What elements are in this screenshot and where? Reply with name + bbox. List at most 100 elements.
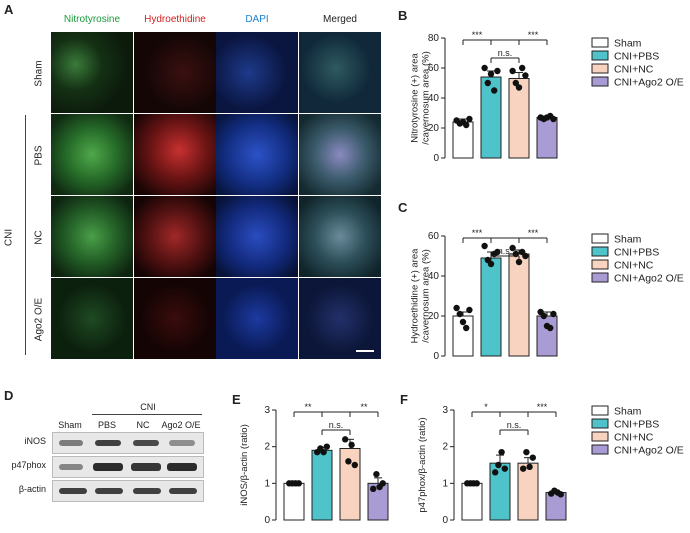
data-point [522, 252, 529, 260]
y-axis-title: p47phox/β-actin (ratio) [417, 417, 428, 512]
wb-label-beta-actin: β-actin [18, 484, 46, 494]
data-point [481, 64, 488, 72]
y-axis-title-line: /cavernosum area (%) [421, 249, 432, 342]
image-tile-pbs-hydroethidine [134, 114, 216, 195]
wb-band [133, 488, 161, 494]
data-point [509, 244, 516, 252]
data-point [487, 260, 495, 268]
significance-label: n.s. [507, 420, 522, 430]
legend-label: CNI+NC [614, 64, 654, 76]
wb-blot-inos [52, 432, 204, 454]
chart-nitrotyrosine-area: 0 20 40 60 80 Nitrotyrosine (+) area/cavernos… [410, 30, 684, 164]
bar-cni-pbs [311, 449, 333, 521]
data-point [519, 64, 526, 72]
bar-cni-ago2-o-e [367, 482, 389, 521]
data-point [550, 115, 557, 123]
wb-lane-sham: Sham [58, 420, 82, 430]
bar-cni-pbs [480, 76, 502, 159]
data-point [512, 79, 519, 87]
image-tile-sham-merged [299, 32, 381, 113]
wb-lane-nc: NC [136, 420, 150, 430]
panel-letter-a: A [4, 2, 14, 17]
wb-band [169, 488, 197, 494]
legend-label: Sham [614, 234, 642, 246]
y-axis-title-line: Hydroethidine (+) area [410, 248, 421, 344]
data-point [515, 258, 523, 266]
wb-band [93, 463, 123, 471]
y-tick-label: 60 [428, 231, 440, 242]
data-point [557, 491, 564, 498]
y-tick-label: 0 [433, 153, 439, 164]
bar-sham [283, 482, 305, 521]
image-tile-ago2-nitrotyrosine [51, 278, 133, 359]
image-tile-sham-nitrotyrosine [51, 32, 133, 113]
column-header-merged: Merged [323, 14, 357, 25]
y-tick-label: 60 [428, 63, 440, 74]
y-tick-label: 80 [428, 33, 440, 44]
wb-band [95, 440, 121, 446]
panel-letter-d: D [4, 388, 14, 403]
data-point [550, 310, 557, 318]
data-point [463, 324, 470, 332]
legend-swatch [591, 76, 609, 87]
data-point [515, 84, 523, 91]
legend-label: Sham [614, 38, 642, 50]
image-tile-ago2-dapi [216, 278, 298, 359]
data-point [320, 448, 327, 456]
y-axis-title-line: p47phox/β-actin (ratio) [417, 417, 428, 512]
panel-letter-c: C [398, 200, 408, 215]
legend-swatch [591, 431, 609, 442]
data-point [348, 441, 355, 449]
image-tile-ago2-merged [299, 278, 381, 359]
legend-label: Sham [614, 406, 642, 418]
row-label-ago2: Ago2 O/E [33, 297, 45, 342]
legend-label: CNI+NC [614, 260, 654, 272]
legend-swatch [591, 233, 609, 244]
data-point [509, 67, 516, 75]
bar-cni-pbs [480, 257, 502, 357]
data-point [523, 448, 530, 456]
panel-letter-f: F [400, 392, 408, 407]
column-header-hydroethidine: Hydroethidine [144, 14, 206, 25]
y-tick-label: 2 [442, 442, 448, 453]
significance-label: ** [360, 402, 368, 412]
legend-label: CNI+PBS [614, 419, 659, 431]
image-tile-sham-dapi [216, 32, 298, 113]
legend-swatch [591, 50, 609, 61]
data-point [491, 87, 498, 94]
bar-sham [461, 482, 483, 521]
image-tile-nc-nitrotyrosine [51, 196, 133, 277]
wb-band [133, 440, 159, 446]
bar-cni-nc [517, 462, 539, 521]
data-point [481, 242, 488, 250]
significance-label: *** [537, 402, 548, 412]
y-tick-label: 20 [428, 311, 440, 322]
image-tile-pbs-dapi [216, 114, 298, 195]
y-tick-label: 2 [264, 442, 270, 453]
wb-band [59, 440, 83, 446]
wb-band [59, 464, 83, 470]
image-tile-ago2-hydroethidine [134, 278, 216, 359]
legend-swatch [591, 444, 609, 455]
data-point [547, 324, 554, 332]
y-axis-title-line: /cavernosum area (%) [421, 51, 432, 144]
wb-lane-pbs: PBS [97, 420, 116, 430]
scale-bar [356, 350, 374, 352]
y-tick-label: 1 [264, 478, 270, 489]
legend-swatch [591, 418, 609, 429]
legend-label: CNI+Ago2 O/E [614, 77, 684, 89]
data-point [492, 469, 499, 476]
bar-cni-nc [508, 253, 530, 357]
wb-blot-p47phox [52, 456, 204, 478]
data-point [487, 70, 495, 78]
wb-cni-line [92, 414, 202, 415]
data-point [456, 310, 463, 318]
image-tile-sham-hydroethidine [134, 32, 216, 113]
data-point [501, 465, 508, 472]
image-tile-nc-hydroethidine [134, 196, 216, 277]
row-label-pbs: PBS [33, 145, 45, 166]
data-point [466, 115, 473, 123]
y-tick-label: 1 [442, 478, 448, 489]
legend-swatch [591, 37, 609, 48]
y-axis-title-line: iNOS/β-actin (ratio) [239, 424, 250, 505]
